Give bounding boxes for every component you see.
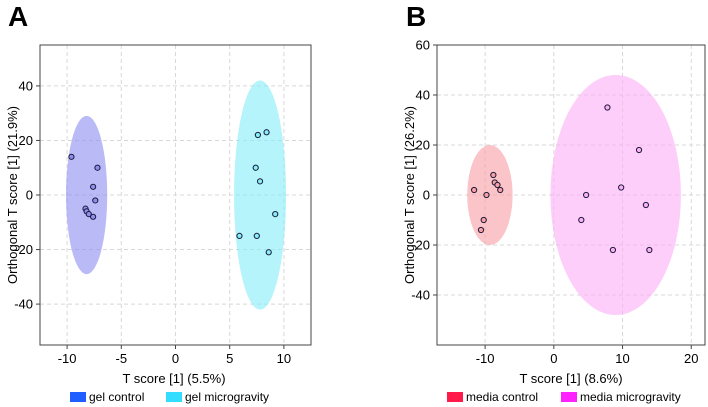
- panel-b-legend: media control media microgravity: [447, 390, 681, 404]
- panel-b-point-media-microgravity-6: [578, 216, 585, 224]
- panel-a-y-tick-label--40: -40: [14, 297, 33, 312]
- panel-b-x-tick-label--10: -10: [476, 351, 495, 366]
- panel-a-plot: -10 -5 0 5 10 -40 -20 0 20 40: [14, 44, 312, 366]
- panel-a-x-tick-label--5: -5: [116, 351, 128, 366]
- panel-a-x-tick-label-5: 5: [226, 351, 233, 366]
- panel-b-point-media-control-2: [490, 171, 497, 179]
- panel-b-point-media-microgravity-5: [642, 201, 650, 209]
- panel-b-point-media-microgravity-2: [635, 146, 643, 154]
- panel-a-y-tick-label-0: 0: [26, 188, 33, 203]
- panel-b-x-axis-title: T score [1] (8.6%): [519, 371, 622, 386]
- panel-b-x-tick-label-10: 10: [615, 351, 629, 366]
- panel-b-y-tick-label-20: 20: [416, 138, 430, 153]
- panel-a-point-gel-microgravity-6: [236, 232, 243, 240]
- panel-a-point-gel-microgravity-4: [256, 178, 264, 185]
- panel-a-x-tick-label-0: 0: [172, 351, 179, 366]
- panel-a-ellipse-gel-control: [66, 115, 108, 275]
- panel-b-ellipse-media-microgravity: [550, 75, 681, 315]
- panel-a-point-gel-control-2: [94, 164, 101, 171]
- panel-b-y-tick-label-40: 40: [416, 88, 430, 103]
- panel-b-point-media-control-4: [494, 181, 501, 189]
- panel-b-point-media-microgravity-8: [646, 246, 653, 254]
- panel-b-y-tick-label--40: -40: [411, 288, 430, 303]
- panel-a-x-axis-title: T score [1] (5.5%): [122, 371, 225, 386]
- legend-label-gel-microgravity: gel microgravity: [185, 390, 269, 404]
- panel-b-point-media-control-8: [477, 226, 485, 234]
- panel-label-a: A: [8, 1, 28, 32]
- panel-b-point-media-microgravity-3: [618, 184, 625, 191]
- panel-a-ellipse-gel-microgravity: [234, 80, 287, 310]
- panel-a-point-gel-microgravity-5: [272, 210, 279, 218]
- legend-swatch-gel-control: [70, 392, 86, 402]
- panel-b-point-media-microgravity-7: [609, 246, 617, 254]
- legend-swatch-gel-microgravity: [166, 392, 182, 402]
- panel-a-point-gel-control-8: [90, 213, 97, 220]
- panel-a-y-tick-label-40: 40: [19, 78, 33, 93]
- panel-b-y-tick-label-0: 0: [423, 188, 430, 203]
- panel-a-point-gel-microgravity-8: [265, 249, 272, 256]
- panel-a-point-gel-microgravity-2: [254, 131, 261, 139]
- panel-a-y-axis-title: Orthogonal T score [1] (21.9%): [5, 106, 20, 284]
- panel-a-point-gel-microgravity-1: [263, 129, 270, 136]
- panel-b-x-tick-label-0: 0: [550, 351, 557, 366]
- panel-a-point-gel-control-7: [85, 210, 92, 218]
- legend-label-gel-control: gel control: [89, 390, 144, 404]
- legend-label-media-microgravity: media microgravity: [580, 390, 681, 404]
- panel-a-x-tick-label-10: 10: [277, 351, 291, 366]
- panel-b-point-media-control-5: [497, 186, 504, 194]
- panel-label-b: B: [406, 1, 426, 32]
- legend-label-media-control: media control: [466, 390, 538, 404]
- panel-b-point-media-control-1: [471, 186, 478, 194]
- panel-b-point-media-control-6: [483, 191, 490, 199]
- panel-a-x-tick-label--10: -10: [58, 351, 77, 366]
- panel-a-point-gel-microgravity-3: [252, 164, 259, 171]
- panel-b-x-tick-label-20: 20: [684, 351, 698, 366]
- panel-a-point-gel-control-3: [90, 183, 97, 190]
- legend-swatch-media-control: [447, 392, 463, 402]
- panel-b-point-media-microgravity-1: [604, 104, 611, 111]
- panel-b-point-media-microgravity-4: [583, 191, 590, 199]
- panel-b-y-tick-label--20: -20: [411, 238, 430, 253]
- panel-a-point-gel-control-1: [68, 153, 75, 160]
- panel-a-point-gel-control-4: [92, 197, 99, 204]
- legend-swatch-media-microgravity: [561, 392, 577, 402]
- panel-a-legend: gel control gel microgravity: [70, 390, 269, 404]
- panel-b-y-tick-label-60: 60: [416, 38, 430, 53]
- panel-a-point-gel-microgravity-7: [253, 232, 260, 240]
- panel-a-y-tick-label--20: -20: [14, 242, 33, 257]
- panel-b-y-axis-title: Orthogonal T score [1] (26.2%): [402, 106, 417, 284]
- panel-b-ellipse-media-control: [467, 145, 513, 245]
- panel-b-point-media-control-7: [480, 216, 487, 224]
- panel-a-y-tick-label-20: 20: [19, 133, 33, 148]
- panel-b-plot: -10 0 10 20 -40 -20 0 20 40 60: [411, 38, 706, 366]
